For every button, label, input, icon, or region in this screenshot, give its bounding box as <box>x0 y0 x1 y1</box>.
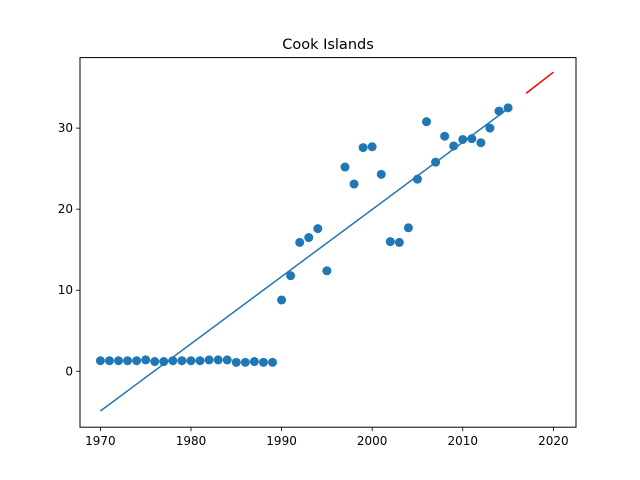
x-tick-label: 2010 <box>447 434 478 448</box>
data-point <box>231 357 241 367</box>
x-tick-label: 2000 <box>357 434 388 448</box>
data-point <box>449 141 459 151</box>
x-tick-label: 1990 <box>266 434 297 448</box>
data-point <box>249 357 259 367</box>
data-point <box>367 142 377 152</box>
data-point <box>277 295 287 305</box>
data-point <box>394 237 404 247</box>
data-point <box>132 356 142 366</box>
chart-title: Cook Islands <box>282 37 374 53</box>
x-tick-label: 2020 <box>538 434 569 448</box>
data-point <box>467 134 477 144</box>
data-point <box>258 357 268 367</box>
data-point <box>286 271 296 281</box>
plot-area <box>95 71 554 412</box>
axes-frame <box>79 57 577 428</box>
data-point <box>358 143 368 153</box>
data-point <box>403 223 413 233</box>
data-point <box>104 356 114 366</box>
data-point <box>213 355 223 365</box>
data-point <box>458 134 468 144</box>
data-point <box>114 356 124 366</box>
data-point <box>268 357 278 367</box>
y-tick-label: 10 <box>58 283 73 297</box>
data-point <box>123 356 133 366</box>
data-point <box>494 106 504 116</box>
data-point <box>177 356 187 366</box>
data-point <box>295 237 305 247</box>
x-tick-label: 1970 <box>85 434 116 448</box>
y-tick-label: 20 <box>58 202 73 216</box>
data-point <box>385 237 395 247</box>
y-tick-label: 0 <box>65 364 73 378</box>
data-point <box>440 131 450 141</box>
forecast-line <box>525 71 554 94</box>
data-point <box>340 162 350 172</box>
data-point <box>159 357 169 367</box>
data-point <box>313 224 323 234</box>
data-point <box>349 179 359 189</box>
data-point <box>222 355 232 365</box>
data-point <box>168 356 178 366</box>
data-point <box>240 357 250 367</box>
data-point <box>376 169 386 179</box>
data-point <box>204 355 214 365</box>
data-point <box>141 355 151 365</box>
data-point <box>431 157 441 167</box>
data-point <box>186 356 196 366</box>
data-point <box>412 174 422 184</box>
y-axis: 0 10 20 30 <box>58 121 80 378</box>
data-point <box>485 123 495 133</box>
data-point <box>150 357 160 367</box>
data-point <box>422 117 432 127</box>
data-point <box>195 356 205 366</box>
fit-line <box>99 108 509 412</box>
data-point <box>503 103 513 113</box>
data-point <box>304 233 314 243</box>
data-point <box>322 266 332 276</box>
data-point <box>95 356 105 366</box>
x-axis: 1970 1980 1990 2000 2010 2020 <box>85 427 569 448</box>
x-tick-label: 1980 <box>176 434 207 448</box>
y-tick-label: 30 <box>58 121 73 135</box>
data-point <box>476 138 486 148</box>
